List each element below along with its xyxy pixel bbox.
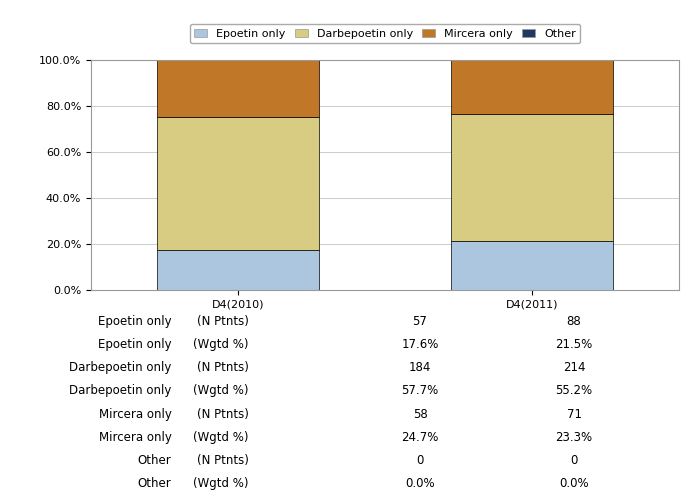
Text: Darbepoetin only: Darbepoetin only: [69, 384, 172, 398]
Text: (N Ptnts): (N Ptnts): [197, 408, 248, 420]
Bar: [157, 117, 319, 250]
Text: 214: 214: [563, 362, 585, 374]
Text: 0: 0: [416, 454, 424, 467]
Text: 55.2%: 55.2%: [555, 384, 593, 398]
Bar: [157, 250, 319, 290]
Text: (Wgtd %): (Wgtd %): [193, 384, 248, 398]
Text: 21.5%: 21.5%: [555, 338, 593, 351]
Text: 184: 184: [409, 362, 431, 374]
Text: 17.6%: 17.6%: [401, 338, 439, 351]
Text: Epoetin only: Epoetin only: [98, 338, 172, 351]
Text: Other: Other: [138, 477, 172, 490]
Text: 23.3%: 23.3%: [555, 430, 593, 444]
Text: 58: 58: [412, 408, 428, 420]
Bar: [451, 240, 612, 290]
Text: 0: 0: [570, 454, 578, 467]
Text: Mircera only: Mircera only: [99, 430, 172, 444]
Text: 88: 88: [566, 315, 582, 328]
Bar: [451, 114, 612, 240]
Text: 0.0%: 0.0%: [405, 477, 435, 490]
Text: Darbepoetin only: Darbepoetin only: [69, 362, 172, 374]
Text: (Wgtd %): (Wgtd %): [193, 430, 248, 444]
Text: 57.7%: 57.7%: [401, 384, 439, 398]
Text: (Wgtd %): (Wgtd %): [193, 338, 248, 351]
Text: 24.7%: 24.7%: [401, 430, 439, 444]
Text: 71: 71: [566, 408, 582, 420]
Text: Other: Other: [138, 454, 172, 467]
Bar: [451, 60, 612, 114]
Text: Mircera only: Mircera only: [99, 408, 172, 420]
Text: 0.0%: 0.0%: [559, 477, 589, 490]
Legend: Epoetin only, Darbepoetin only, Mircera only, Other: Epoetin only, Darbepoetin only, Mircera …: [190, 24, 580, 43]
Text: (N Ptnts): (N Ptnts): [197, 315, 248, 328]
Text: (N Ptnts): (N Ptnts): [197, 362, 248, 374]
Bar: [157, 60, 319, 117]
Text: Epoetin only: Epoetin only: [98, 315, 172, 328]
Text: 57: 57: [412, 315, 428, 328]
Text: (Wgtd %): (Wgtd %): [193, 477, 248, 490]
Text: (N Ptnts): (N Ptnts): [197, 454, 248, 467]
